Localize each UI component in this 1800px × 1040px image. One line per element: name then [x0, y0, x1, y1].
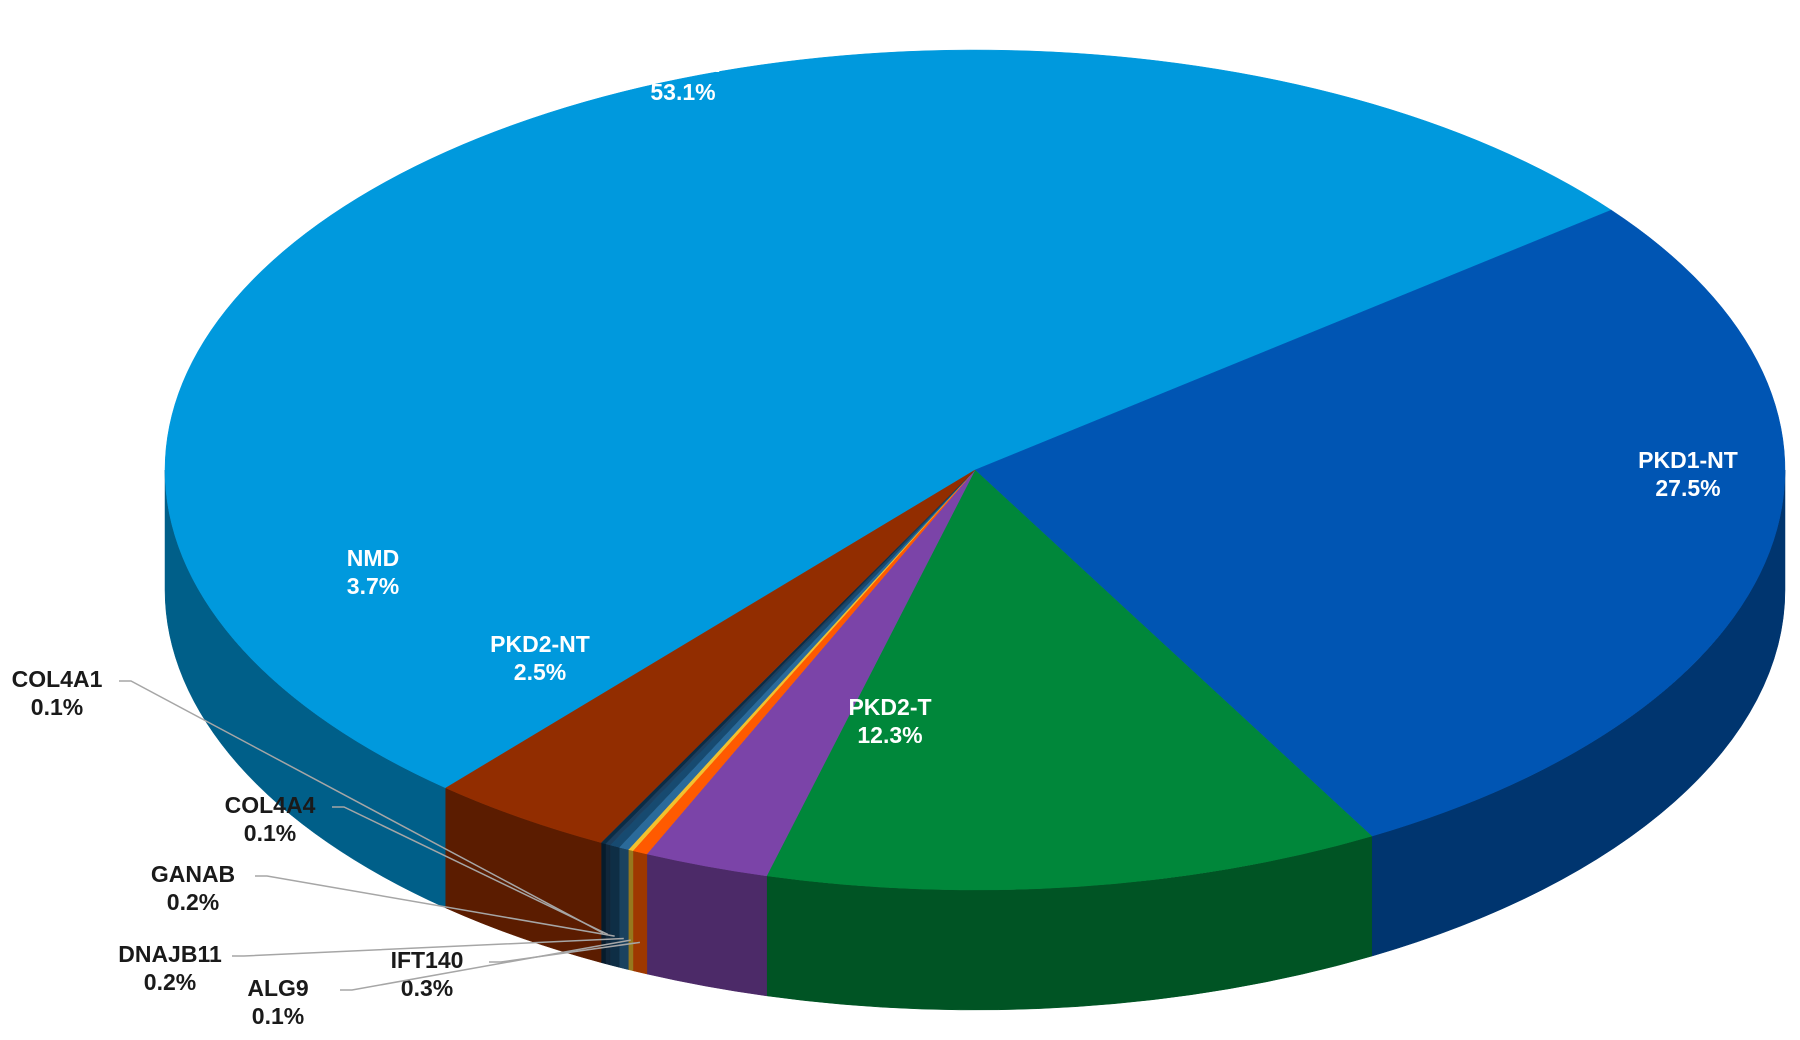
- value-label: 53.1%: [650, 79, 715, 105]
- value-label: 0.2%: [167, 889, 219, 915]
- value-label: 0.3%: [401, 975, 453, 1001]
- slice-label: PKD1-T: [641, 51, 724, 77]
- value-label: 2.5%: [514, 659, 566, 685]
- slice-label: COL4A4: [225, 792, 316, 818]
- slice: [164, 49, 1612, 789]
- value-label: 0.2%: [144, 969, 196, 995]
- slice: [445, 469, 976, 843]
- value-label: 3.7%: [347, 573, 399, 599]
- slice-side: [628, 849, 634, 972]
- leader-line: [255, 875, 615, 937]
- value-label: 0.1%: [244, 820, 296, 846]
- leader-line: [489, 941, 641, 963]
- slice-label: PKD1-NT: [1638, 447, 1738, 473]
- value-label: 27.5%: [1655, 475, 1720, 501]
- slice-side: [646, 853, 767, 997]
- top-layer: [164, 49, 1786, 891]
- value-label: 0.1%: [31, 694, 83, 720]
- slice-label: COL4A1: [12, 666, 103, 692]
- leader-line: [332, 806, 609, 936]
- slice-label: GANAB: [151, 861, 235, 887]
- slice-side: [632, 850, 648, 975]
- slice-label: IFT140: [391, 947, 464, 973]
- slice: [766, 469, 1373, 891]
- slice-label: ALG9: [247, 975, 308, 1001]
- slice-side: [618, 846, 629, 970]
- slice-label: PKD2-T: [848, 694, 931, 720]
- slice-side: [609, 844, 620, 968]
- value-label: 0.1%: [252, 1003, 304, 1029]
- leader-line: [119, 680, 604, 934]
- slice-label: PKD2-NT: [490, 631, 590, 657]
- leader-line: [340, 939, 631, 991]
- value-label: 12.3%: [857, 722, 922, 748]
- leader-line: [232, 937, 624, 957]
- slice-label: NMD: [347, 545, 399, 571]
- slice: [974, 209, 1786, 837]
- slice-label: DNAJB11: [118, 941, 222, 967]
